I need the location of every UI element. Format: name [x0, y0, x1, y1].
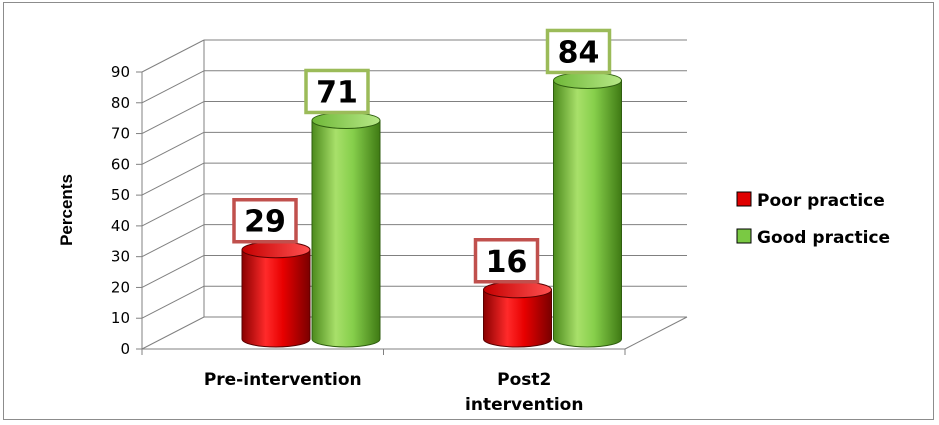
y-tick-label: 40	[111, 217, 130, 235]
y-tick-label: 90	[111, 63, 130, 81]
y-tick-label: 70	[111, 125, 130, 143]
legend-label: Good practice	[757, 228, 890, 248]
category-label: Pre-intervention	[204, 370, 362, 390]
y-tick-label: 0	[120, 340, 130, 358]
bar-top	[241, 241, 311, 259]
data-label: 71	[316, 75, 358, 110]
y-tick-label: 60	[111, 155, 130, 173]
bar-0-1	[483, 281, 552, 348]
data-label-box	[545, 28, 612, 75]
floor-edge	[624, 316, 688, 350]
bar-body	[483, 289, 552, 348]
legend-swatch	[736, 191, 752, 207]
legend: Poor practice Good practice	[736, 191, 890, 248]
bar-1-0	[311, 111, 381, 348]
y-tick-labels: 0 10 20 30 40 50 60 70 80 90	[111, 63, 130, 358]
bar-body	[311, 119, 381, 348]
bar-1-1	[553, 71, 622, 348]
gridline-diagonal	[141, 70, 205, 104]
axes	[136, 40, 688, 355]
y-tick-label: 20	[111, 278, 130, 296]
data-label: 84	[558, 35, 600, 70]
gridline-diagonal	[141, 316, 205, 350]
category-labels: Pre-intervention Post2 intervention	[204, 370, 584, 415]
bar-top	[311, 111, 381, 129]
y-tick-label: 50	[111, 186, 130, 204]
data-label-box	[232, 197, 298, 244]
gridline-diagonal	[141, 285, 205, 319]
gridline-diagonal	[141, 255, 205, 288]
bar-body	[553, 79, 622, 348]
y-tick-label: 10	[111, 309, 130, 327]
gridline-diagonal	[141, 193, 205, 227]
bar-top	[553, 71, 622, 89]
y-tick-label: 30	[111, 248, 130, 266]
legend-label: Poor practice	[757, 191, 885, 211]
y-axis-label: Percents	[57, 174, 76, 246]
category-label-line: Post2	[497, 370, 551, 390]
category-label-line: intervention	[465, 395, 583, 415]
category-label: Post2 intervention	[465, 370, 583, 415]
data-label-box	[304, 68, 370, 115]
data-label: 16	[486, 245, 528, 280]
data-label-box	[473, 238, 540, 284]
gridline-diagonal	[141, 39, 205, 73]
gridline-diagonal	[141, 162, 205, 196]
chart-frame	[3, 2, 934, 420]
gridline-diagonal	[141, 131, 205, 165]
category-label-line: Pre-intervention	[204, 370, 362, 390]
bars	[241, 71, 622, 348]
y-tick-label: 80	[111, 94, 130, 112]
bar-body	[241, 249, 311, 348]
data-label: 29	[244, 205, 286, 240]
legend-swatch	[736, 228, 752, 244]
bar-0-0	[241, 241, 311, 348]
data-labels: 29 71 16 84	[232, 28, 612, 284]
bar-top	[483, 281, 552, 299]
gridline-diagonal	[141, 224, 205, 258]
gridline-diagonal	[141, 101, 205, 134]
